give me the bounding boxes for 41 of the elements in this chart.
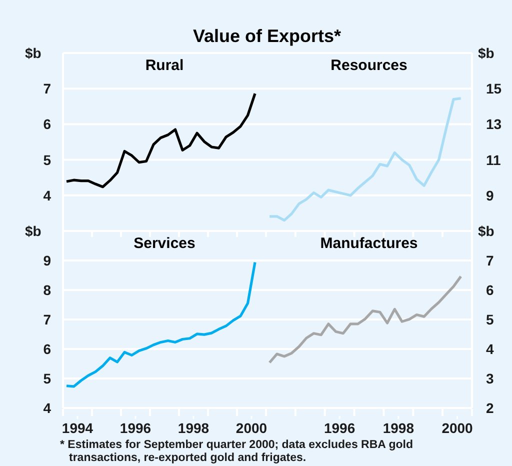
x-tick-label: 1996 (120, 420, 152, 436)
y-tick-label: 13 (486, 116, 502, 132)
y-axis-title: $b (478, 223, 494, 239)
y-tick-label: 7 (43, 311, 52, 328)
y-tick-label: 5 (43, 370, 52, 386)
y-tick-label: 15 (486, 80, 502, 97)
y-axis-title: $b (478, 45, 494, 61)
x-tick-label: 1998 (178, 420, 210, 436)
x-tick-label: 2000 (442, 420, 474, 436)
line-series (268, 97, 462, 222)
x-tick-label: 2000 (236, 420, 268, 436)
line-series (65, 92, 256, 188)
y-tick-label: 11 (486, 152, 502, 168)
y-tick-label: 9 (43, 252, 52, 268)
y-tick-label: 7 (486, 252, 494, 268)
y-tick-label: 4 (43, 187, 52, 204)
x-tick-label: 1994 (62, 420, 94, 436)
y-tick-label: 3 (486, 370, 494, 386)
chart-title: Manufactures (319, 235, 419, 252)
y-tick-label: 4 (43, 400, 52, 416)
text: * Estimates for September quarter 2000; data excludes RBA gold transactions, re-exported gold and frigates. (60, 439, 414, 465)
y-tick-label: 6 (486, 282, 494, 298)
y-axis-title: $b (25, 223, 42, 239)
chart-title: Resources (330, 57, 408, 74)
line-series (65, 260, 256, 388)
y-tick-label: 2 (486, 400, 494, 416)
y-tick-label: 8 (43, 282, 52, 298)
y-tick-label: 6 (43, 116, 52, 132)
y-tick-label: 9 (486, 187, 494, 204)
x-tick-label: 1998 (382, 420, 414, 436)
line-series (268, 275, 462, 364)
x-tick-label: 1996 (324, 420, 356, 436)
chart-title: Services (132, 235, 196, 252)
y-tick-label: 5 (43, 152, 52, 168)
text: Value of Exports* (192, 26, 342, 46)
y-axis-title: $b (25, 45, 42, 61)
y-tick-label: 5 (486, 311, 494, 328)
chart-title: Rural (144, 57, 185, 74)
y-tick-label: 7 (43, 80, 52, 97)
y-tick-label: 4 (486, 340, 494, 357)
y-tick-label: 6 (43, 340, 52, 357)
